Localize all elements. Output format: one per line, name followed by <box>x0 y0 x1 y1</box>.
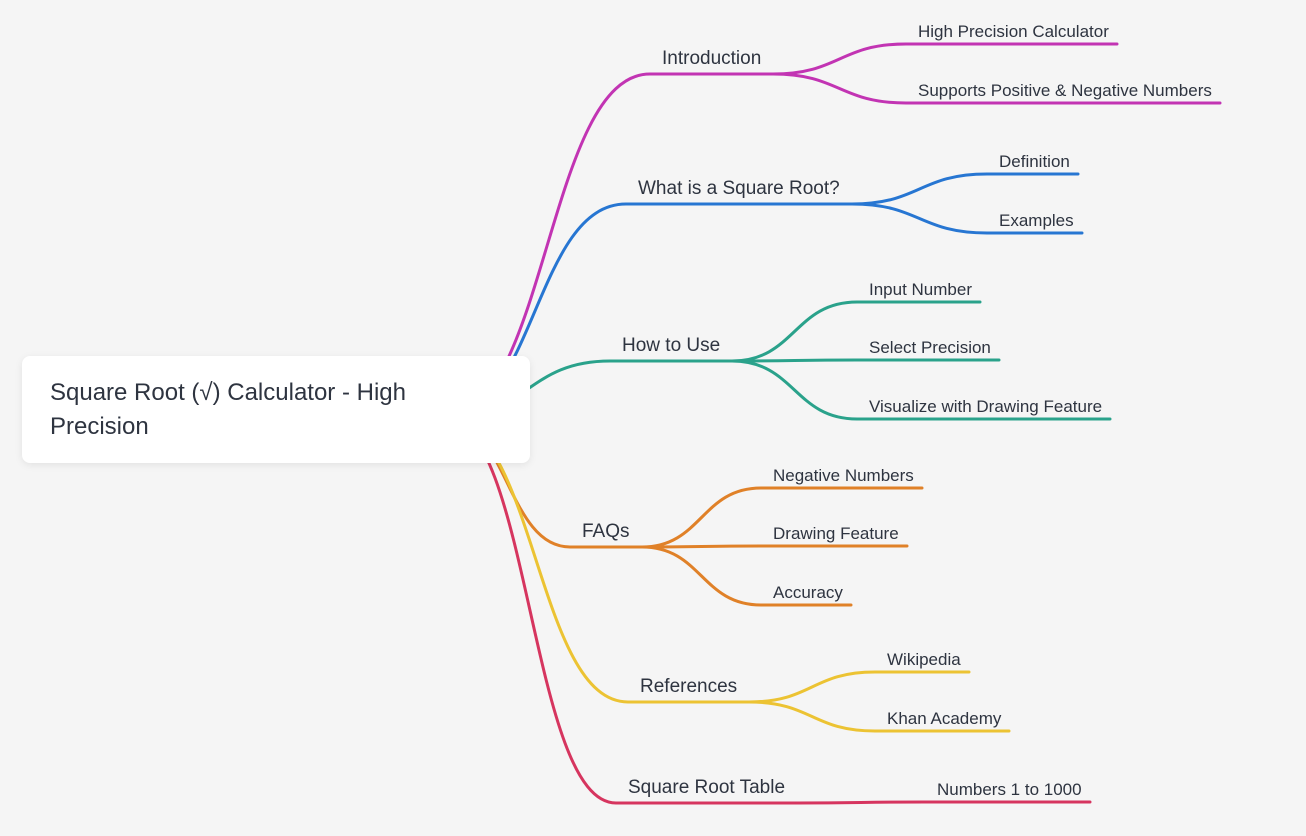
edge-what-what-def <box>852 174 1078 204</box>
branch-howto: How to Use <box>622 335 720 357</box>
leaf-ref-wiki: Wikipedia <box>887 650 961 670</box>
branch-what: What is a Square Root? <box>638 178 840 200</box>
leaf-faq-draw: Drawing Feature <box>773 524 899 544</box>
leaf-table-1000: Numbers 1 to 1000 <box>937 780 1082 800</box>
branch-refs: References <box>640 676 737 698</box>
root-node: Square Root (√) Calculator - High Precis… <box>22 356 530 463</box>
edge-intro-intro-hpc <box>773 44 1117 74</box>
root-title: Square Root (√) Calculator - High Precis… <box>50 379 406 440</box>
leaf-ref-khan: Khan Academy <box>887 709 1001 729</box>
leaf-intro-hpc: High Precision Calculator <box>918 22 1109 42</box>
edge-faqs-faq-draw <box>642 546 907 547</box>
edge-refs-ref-wiki <box>749 672 969 702</box>
branch-table: Square Root Table <box>628 777 785 799</box>
leaf-howto-prec: Select Precision <box>869 338 991 358</box>
branch-faqs: FAQs <box>582 521 630 543</box>
leaf-what-ex: Examples <box>999 211 1074 231</box>
branch-intro: Introduction <box>662 48 761 70</box>
leaf-what-def: Definition <box>999 152 1070 172</box>
edge-table-table-1000 <box>797 802 1090 803</box>
leaf-intro-posneg: Supports Positive & Negative Numbers <box>918 81 1212 101</box>
leaf-howto-input: Input Number <box>869 280 972 300</box>
leaf-howto-draw: Visualize with Drawing Feature <box>869 397 1102 417</box>
leaf-faq-neg: Negative Numbers <box>773 466 914 486</box>
edge-root-table <box>444 418 797 803</box>
leaf-faq-acc: Accuracy <box>773 583 843 603</box>
edge-howto-howto-prec <box>732 360 999 361</box>
